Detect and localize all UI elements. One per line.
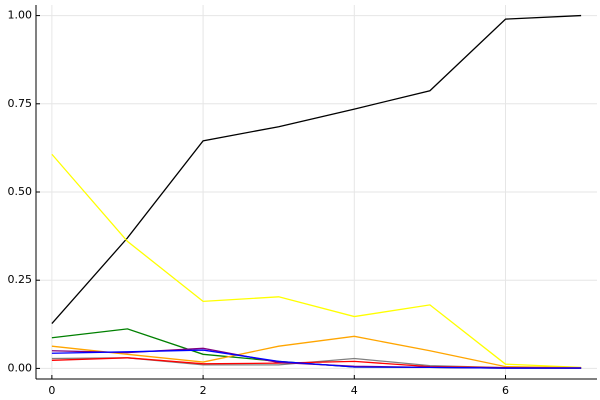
line-series bbox=[51, 357, 582, 369]
y-tick-label: 0.25 bbox=[8, 273, 33, 286]
y-tick-label: 0.00 bbox=[8, 361, 33, 374]
line-series bbox=[51, 335, 582, 369]
x-tick-label: 6 bbox=[502, 384, 509, 397]
line-series bbox=[51, 14, 582, 325]
y-tick-label: 1.00 bbox=[8, 9, 33, 22]
line-series bbox=[51, 153, 582, 369]
y-tick-label: 0.50 bbox=[8, 185, 33, 198]
x-tick-label: 0 bbox=[48, 384, 55, 397]
x-tick-label: 4 bbox=[351, 384, 358, 397]
line-series bbox=[51, 357, 582, 369]
x-tick-label: 2 bbox=[200, 384, 207, 397]
line-series bbox=[51, 349, 582, 369]
y-tick-label: 0.75 bbox=[8, 97, 33, 110]
